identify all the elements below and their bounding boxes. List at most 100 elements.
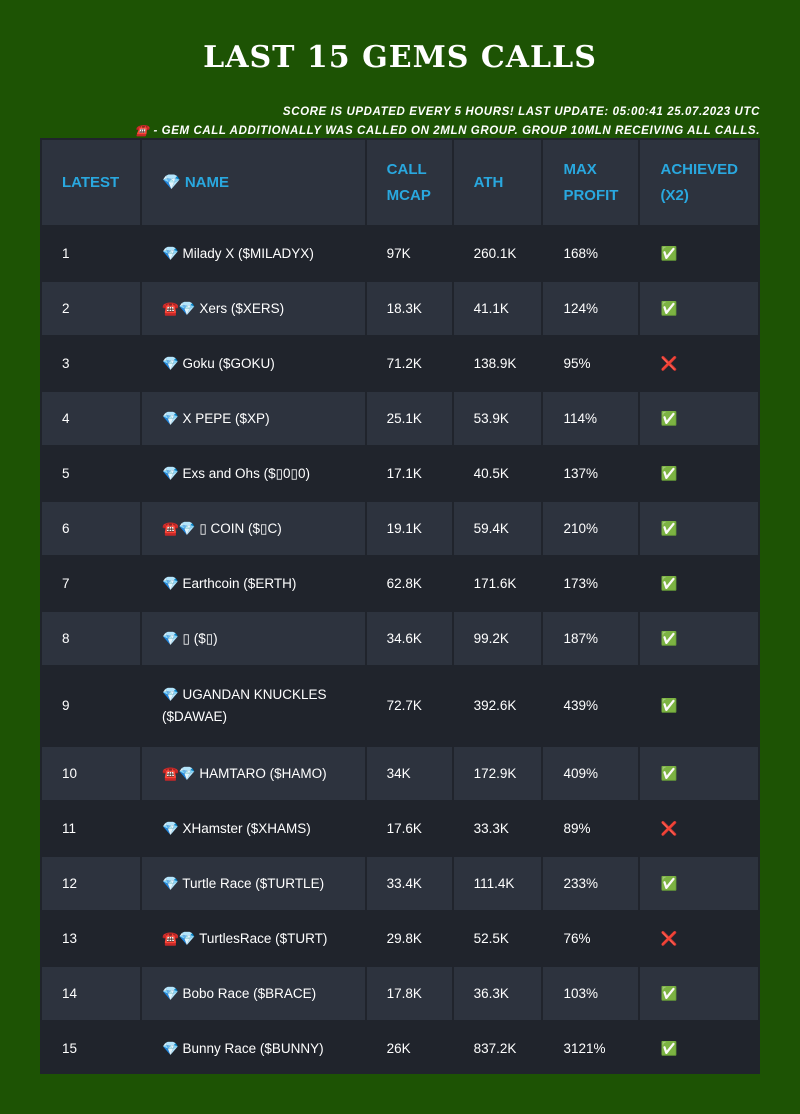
table-row: 11 💎 XHamster ($XHAMS) 17.6K 33.3K 89% ❌ [42,802,758,855]
cell-name: 💎 ▯ ($▯) [141,612,365,665]
legend-note: ☎️ - GEM CALL ADDITIONALLY WAS CALLED ON… [134,125,760,137]
cell-achieved: ✅ [660,1040,678,1056]
cell-call-mcap: 19.1K [366,502,452,555]
cell-max-profit: 89% [563,820,591,836]
header-latest: Latest [42,140,140,225]
table-row: 12 💎 Turtle Race ($TURTLE) 33.4K 111.4K 233%… [42,857,758,910]
cell-achieved: ✅ [640,857,758,910]
cell-ath: 36.3K [453,967,542,1020]
cell-ath: 40.5K [473,465,509,481]
cell-latest: 5 [62,465,70,481]
cell-max-profit: 210% [543,502,639,555]
cell-latest: 6 [42,502,140,555]
cell-name: 💎 X PEPE ($XP) [141,392,365,445]
cell-latest: 7 [62,575,70,591]
page-title: Last 15 Gems Calls [203,40,597,75]
header-max-profit: Max Profit [543,140,639,225]
header-ath: ATH [453,140,542,225]
cell-ath: 53.9K [453,392,542,445]
cell-latest: 14 [42,967,140,1020]
cell-max-profit: 3121% [563,1040,606,1056]
cell-max-profit: 439% [563,698,598,713]
table-row: 7 💎 Earthcoin ($ERTH) 62.8K 171.6K 173% ✅ [42,557,758,610]
cell-max-profit: 124% [543,282,639,335]
cell-ath: 111.4K [453,857,542,910]
cell-achieved: ✅ [640,392,758,445]
header-name: 💎 Name [141,140,365,225]
cell-call-mcap: 17.8K [366,967,452,1020]
cell-max-profit: 76% [563,930,591,946]
cell-latest: 10 [42,747,140,800]
cell-latest: 2 [42,282,140,335]
table-row: 2 ☎️💎 Xers ($XERS) 18.3K 41.1K 124% ✅ [42,282,758,335]
header-achieved: Achieved (x2) [640,140,758,225]
cell-achieved: ❌ [660,820,678,836]
cell-latest: 9 [62,698,70,713]
cell-latest: 3 [62,355,70,371]
cell-max-profit: 173% [563,575,598,591]
cell-call-mcap: 25.1K [366,392,452,445]
cell-max-profit: 409% [543,747,639,800]
table-row: 9 💎 UGANDAN KNUCKLES ($DAWAE) 72.7K 392.6K 4… [42,667,758,745]
cell-call-mcap: 29.8K [386,930,422,946]
cell-ath: 171.6K [473,575,517,591]
cell-max-profit: 233% [543,857,639,910]
cell-call-mcap: 34K [366,747,452,800]
cell-latest: 13 [62,930,78,946]
update-note: SCORE IS UPDATED EVERY 5 HOURS! LAST UPD… [282,106,760,118]
cell-ath: 99.2K [453,612,542,665]
cell-achieved: ✅ [640,967,758,1020]
table-row: 6 ☎️💎 ▯ COIN ($▯C) 19.1K 59.4K 210% ✅ [42,502,758,555]
cell-ath: 392.6K [473,698,517,713]
cell-achieved: ✅ [640,612,758,665]
cell-achieved: ✅ [640,502,758,555]
header-call-mcap: Call MCAP [366,140,452,225]
cell-name: ☎️💎 Xers ($XERS) [141,282,365,335]
cell-name: 💎 Goku ($GOKU) [161,355,275,371]
table-row: 3 💎 Goku ($GOKU) 71.2K 138.9K 95% ❌ [42,337,758,390]
cell-call-mcap: 34.6K [366,612,452,665]
cell-name: 💎 Earthcoin ($ERTH) [161,575,297,591]
table-row: 8 💎 ▯ ($▯) 34.6K 99.2K 187% ✅ [42,612,758,665]
cell-latest: 15 [62,1040,78,1056]
table-row: 4 💎 X PEPE ($XP) 25.1K 53.9K 114% ✅ [42,392,758,445]
cell-max-profit: 103% [543,967,639,1020]
cell-name: ☎️💎 TurtlesRace ($TURT) [161,930,328,946]
cell-name: 💎 Exs and Ohs ($▯0▯0) [161,465,310,481]
cell-name: 💎 Bobo Race ($BRACE) [141,967,365,1020]
cell-ath: 260.1K [473,245,517,261]
table-row: 5 💎 Exs and Ohs ($▯0▯0) 17.1K 40.5K 137% ✅ [42,447,758,500]
cell-max-profit: 168% [563,245,598,261]
cell-name: 💎 Milady X ($MILADYX) [161,245,314,261]
cell-name: 💎 UGANDAN KNUCKLES ($DAWAE) [161,687,327,724]
cell-achieved: ✅ [640,282,758,335]
cell-call-mcap: 18.3K [366,282,452,335]
table-row: 14 💎 Bobo Race ($BRACE) 17.8K 36.3K 103% ✅ [42,967,758,1020]
cell-max-profit: 114% [543,392,639,445]
cell-achieved: ✅ [660,245,678,261]
cell-call-mcap: 26K [386,1040,411,1056]
cell-max-profit: 187% [543,612,639,665]
cell-ath: 41.1K [453,282,542,335]
cell-call-mcap: 71.2K [386,355,422,371]
cell-name: ☎️💎 ▯ COIN ($▯C) [141,502,365,555]
cell-max-profit: 95% [563,355,591,371]
gems-table: Latest 💎 Name Call MCAP ATH Max Profit Achiev… [40,138,760,1077]
gems-table-container: Latest 💎 Name Call MCAP ATH Max Profit Achiev… [40,138,760,1074]
cell-achieved: ✅ [660,698,678,713]
table-row: 15 💎 Bunny Race ($BUNNY) 26K 837.2K 3121% ✅ [42,1022,758,1075]
table-row: 13 ☎️💎 TurtlesRace ($TURT) 29.8K 52.5K 76% ❌ [42,912,758,965]
cell-latest: 8 [42,612,140,665]
cell-call-mcap: 97K [386,245,411,261]
cell-call-mcap: 72.7K [386,698,422,713]
cell-name: 💎 XHamster ($XHAMS) [161,820,311,836]
cell-achieved: ❌ [660,355,678,371]
cell-call-mcap: 33.4K [366,857,452,910]
cell-max-profit: 137% [563,465,598,481]
cell-latest: 12 [42,857,140,910]
cell-achieved: ✅ [660,575,678,591]
table-header-row: Latest 💎 Name Call MCAP ATH Max Profit Achiev… [42,140,758,225]
cell-ath: 33.3K [473,820,509,836]
cell-latest: 4 [42,392,140,445]
cell-latest: 11 [62,820,77,836]
